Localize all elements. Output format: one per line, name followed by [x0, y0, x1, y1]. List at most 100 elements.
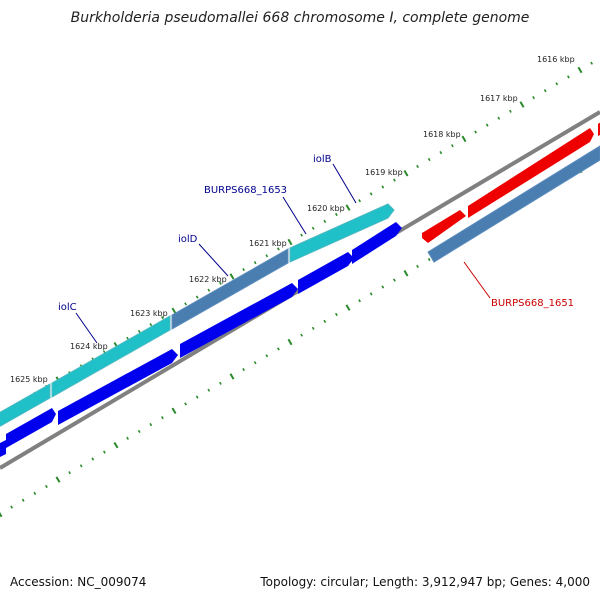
ruler-label: 1623 kbp [130, 309, 168, 318]
accession-text: Accession: NC_009074 [10, 575, 147, 589]
tick-mark [393, 278, 396, 282]
tick-mark [300, 333, 303, 337]
tick-mark [287, 238, 293, 246]
gene-label-iolB[interactable]: iolB [313, 154, 332, 165]
tick-mark [497, 116, 501, 120]
gene-label-iolD[interactable]: iolD [178, 234, 198, 245]
tick-mark [91, 457, 95, 461]
tick-mark [323, 219, 327, 224]
ruler-label: 1619 kbp [365, 168, 403, 177]
ruler-label: 1616 kbp [537, 55, 575, 64]
tick-mark [265, 254, 269, 258]
cds-segment[interactable] [0, 440, 6, 462]
tick-mark [474, 130, 477, 134]
tick-mark [300, 233, 303, 237]
tick-mark [195, 295, 199, 299]
tick-mark [485, 123, 489, 127]
outer-tick-ring [0, 61, 593, 418]
tick-mark [416, 164, 419, 169]
tick-mark [277, 247, 280, 251]
ruler-label: 1624 kbp [70, 342, 108, 351]
tick-mark [323, 319, 327, 324]
tick-mark [149, 322, 153, 327]
tick-mark [171, 307, 177, 315]
tick-mark [68, 471, 71, 475]
tick-mark [335, 212, 338, 217]
tick-mark [555, 82, 559, 86]
forward-cds-track [0, 222, 402, 462]
tick-mark [242, 267, 245, 272]
tick-mark [358, 199, 361, 203]
tick-mark [219, 381, 222, 385]
tick-mark [184, 302, 187, 306]
tick-mark [207, 288, 211, 292]
tick-mark [55, 476, 61, 483]
tick-mark [403, 169, 409, 177]
tick-mark [171, 407, 177, 415]
tick-mark [242, 367, 245, 372]
cds-segment[interactable] [58, 349, 178, 425]
ruler-label: 1625 kbp [10, 375, 48, 384]
tick-mark [345, 204, 351, 211]
tick-mark [369, 192, 373, 196]
ruler-label: 1620 kbp [307, 204, 345, 213]
cds-segment[interactable] [6, 408, 56, 448]
tick-mark [311, 326, 315, 330]
tick-mark [416, 264, 419, 269]
tick-mark [126, 336, 129, 340]
tick-mark [509, 109, 512, 113]
tick-mark [195, 395, 199, 399]
gene-label-burps668-1651[interactable]: BURPS668_1651 [491, 298, 574, 309]
tick-mark [253, 261, 257, 265]
tick-mark [577, 66, 583, 74]
cds-segment[interactable] [422, 210, 466, 243]
gene-label-burps668-1653[interactable]: BURPS668_1653 [204, 185, 287, 196]
tick-mark [451, 144, 454, 148]
tick-mark [126, 436, 129, 440]
feature-segment[interactable] [51, 315, 171, 398]
cds-segment[interactable] [298, 252, 354, 294]
tick-mark [369, 292, 373, 296]
ruler-label: 1617 kbp [480, 94, 518, 103]
label-leader [463, 261, 491, 299]
tick-mark [161, 416, 164, 420]
cds-segment[interactable] [180, 283, 298, 358]
tick-mark [149, 422, 153, 427]
topology-text: Topology: circular; Length: 3,912,947 bp… [260, 575, 590, 589]
tick-mark [161, 316, 164, 320]
ruler-label: 1622 kbp [189, 275, 227, 284]
tick-mark [33, 491, 37, 496]
label-leader [198, 243, 229, 277]
tick-mark [219, 281, 222, 285]
tick-mark [207, 388, 211, 392]
tick-mark [461, 135, 467, 143]
tick-mark [253, 361, 257, 365]
tick-mark [277, 347, 280, 351]
feature-segment[interactable] [427, 145, 600, 263]
gene-label-iolC[interactable]: iolC [58, 302, 77, 313]
cds-segment[interactable] [352, 222, 402, 264]
cds-segment[interactable] [468, 128, 594, 218]
tick-mark [381, 185, 385, 189]
map-title: Burkholderia pseudomallei 668 chromosome… [70, 10, 530, 26]
tick-mark [265, 354, 269, 358]
reverse-cds-track [422, 122, 600, 263]
tick-mark [0, 512, 3, 518]
feature-segment[interactable] [0, 383, 51, 432]
tick-mark [590, 61, 593, 65]
tick-mark [427, 257, 431, 262]
tick-mark [184, 402, 187, 406]
forward-feature-track [0, 203, 395, 432]
ruler-label: 1618 kbp [423, 130, 461, 139]
tick-mark [137, 329, 141, 334]
tick-mark [113, 441, 119, 449]
tick-mark [345, 304, 351, 311]
tick-mark [21, 498, 25, 502]
tick-mark [381, 285, 385, 289]
tick-mark [427, 157, 431, 162]
tick-mark [103, 450, 106, 454]
feature-segment[interactable] [171, 248, 289, 330]
feature-segment[interactable] [289, 203, 395, 263]
tick-mark [229, 273, 235, 280]
tick-mark [567, 75, 570, 79]
